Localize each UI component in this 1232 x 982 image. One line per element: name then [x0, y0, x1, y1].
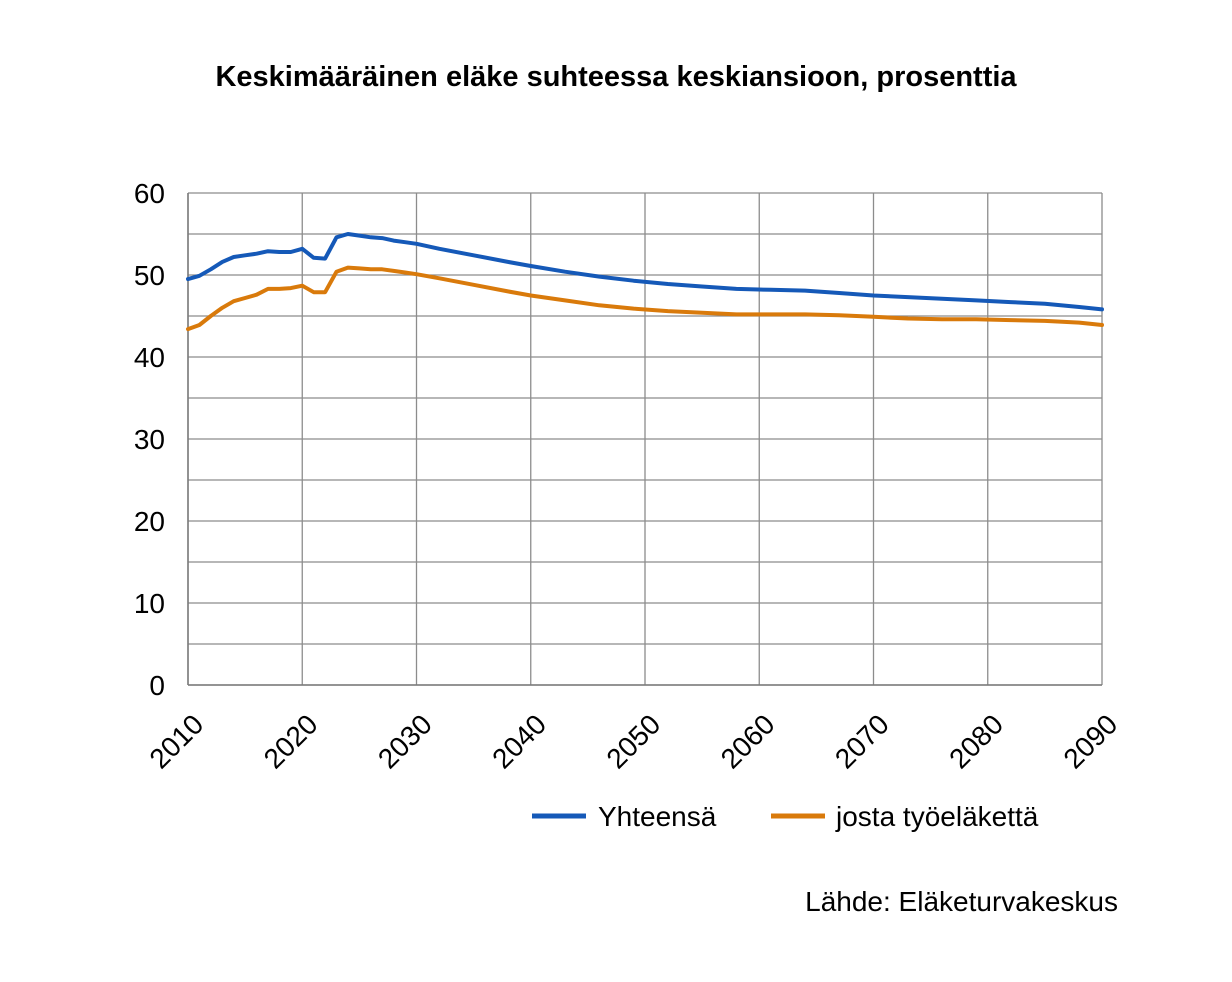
legend: Yhteensä josta työeläkettä — [532, 801, 1039, 832]
series-lines — [186, 232, 1104, 332]
legend-label-yhteensa: Yhteensä — [598, 801, 717, 832]
x-tick-label: 2040 — [486, 708, 552, 774]
x-tick-label: 2010 — [143, 708, 209, 774]
x-tick-label: 2080 — [943, 708, 1009, 774]
x-tick-label: 2060 — [715, 708, 781, 774]
series-line-1 — [186, 265, 1104, 332]
x-tick-label: 2050 — [600, 708, 666, 774]
y-tick-label: 60 — [134, 178, 165, 209]
x-tick-label: 2090 — [1057, 708, 1123, 774]
chart-title: Keskimääräinen eläke suhteessa keskiansi… — [215, 61, 1017, 93]
x-axis-ticks: 2010 2020 2030 2040 2050 2060 2070 2080 2090 — [143, 708, 1123, 774]
y-axis-ticks: 0 10 20 30 40 50 60 — [134, 178, 165, 701]
source-note: Lähde: Eläketurvakeskus — [805, 886, 1118, 917]
x-tick-label: 2020 — [258, 708, 324, 774]
x-tick-label: 2070 — [829, 708, 895, 774]
y-tick-label: 20 — [134, 506, 165, 537]
y-tick-label: 10 — [134, 588, 165, 619]
series-line-0 — [186, 232, 1104, 312]
y-tick-label: 40 — [134, 342, 165, 373]
legend-label-tyoelake: josta työeläkettä — [835, 801, 1039, 832]
x-tick-label: 2030 — [372, 708, 438, 774]
y-tick-label: 50 — [134, 260, 165, 291]
y-tick-label: 30 — [134, 424, 165, 455]
grid-lines — [187, 192, 1103, 686]
y-tick-label: 0 — [149, 670, 165, 701]
